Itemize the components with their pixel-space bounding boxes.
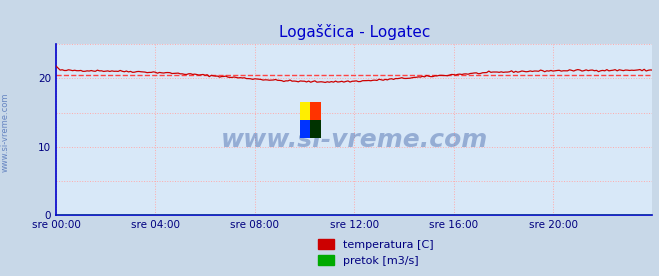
Text: www.si-vreme.com: www.si-vreme.com — [1, 93, 10, 172]
Title: Logaščica - Logatec: Logaščica - Logatec — [279, 24, 430, 40]
Bar — [300, 102, 310, 120]
Bar — [310, 102, 321, 120]
Text: www.si-vreme.com: www.si-vreme.com — [221, 128, 488, 152]
Bar — [310, 120, 321, 138]
Bar — [300, 120, 310, 138]
Legend: temperatura [C], pretok [m3/s]: temperatura [C], pretok [m3/s] — [313, 234, 438, 270]
